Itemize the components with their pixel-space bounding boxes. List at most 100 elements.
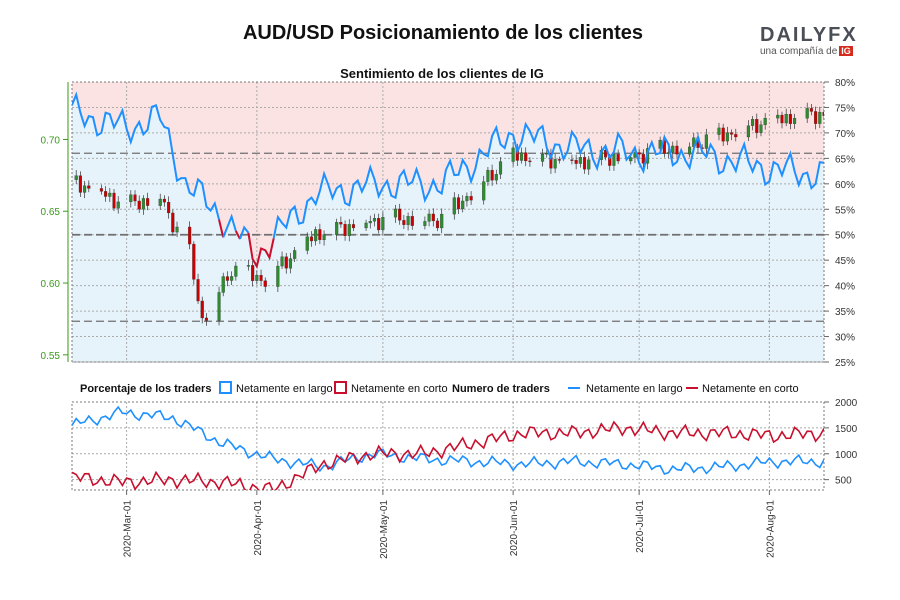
trader-count-lines [72, 405, 824, 490]
candle-body [347, 224, 351, 236]
pct-tick-label: 25% [835, 358, 855, 369]
sentiment-line-segment [272, 121, 824, 239]
candle-body [486, 169, 490, 182]
candle-body [112, 192, 116, 209]
x-tick-label: 2020-Jun-01 [509, 500, 520, 557]
brand-wordmark: DAILYFX [760, 24, 858, 46]
pct-tick-label: 75% [835, 103, 855, 114]
price-tick-label: 0.70 [41, 135, 61, 146]
candle-body [339, 222, 343, 225]
candle-body [246, 265, 250, 267]
candle-body [398, 208, 402, 221]
candle-body [637, 152, 641, 155]
candle-body [225, 276, 229, 281]
candle-body [351, 224, 356, 229]
count-axis-ticks: 500 1000 1500 2000 [824, 398, 858, 487]
candle-body [146, 198, 150, 206]
sentiment-axis-ticks: 25% 30% 35% 40% 45% 50% 55% 60% 65% 70% 75% 80% [824, 78, 855, 369]
candle-body [234, 265, 238, 277]
candle-body [755, 119, 759, 133]
candle-body [734, 134, 738, 138]
candle-body [814, 111, 818, 124]
price-tick-label: 0.65 [41, 207, 61, 218]
candle-body [721, 127, 725, 142]
candle-body [200, 300, 204, 319]
candle-body [528, 160, 532, 163]
candle-body [578, 157, 582, 164]
candle-body [381, 216, 385, 231]
candle-body [494, 174, 498, 181]
candle-body [603, 149, 608, 158]
candle-body [137, 200, 141, 210]
candle-body [717, 127, 721, 135]
candle-body [759, 124, 763, 133]
brand-tagline-text: una compañía de [760, 46, 838, 57]
candle-body [582, 157, 587, 170]
candle-body [688, 146, 692, 155]
candle-body [822, 111, 824, 116]
candle-body [490, 169, 494, 181]
candle-body [427, 213, 431, 222]
candle-body [368, 221, 372, 224]
candle-body [284, 256, 288, 269]
candle-body [410, 216, 414, 226]
candle-body [461, 200, 465, 210]
x-tick-label: 2020-May-01 [379, 500, 390, 559]
x-tick-label: 2020-Mar-01 [123, 500, 134, 558]
candle-body [230, 276, 234, 281]
legend-short-pct: Netamente en corto [351, 383, 448, 395]
sentiment-line-segment [234, 230, 241, 240]
lower-panel: 500 1000 1500 2000 [71, 398, 858, 491]
candle-body [629, 157, 633, 162]
candle-body [377, 218, 381, 231]
candle-body [322, 234, 326, 241]
pct-tick-label: 60% [835, 180, 855, 191]
pct-tick-label: 50% [835, 231, 855, 242]
legend-long-pct: Netamente en largo [236, 383, 333, 395]
count-tick-label: 500 [835, 476, 852, 487]
x-tick-label: 2020-Apr-01 [253, 500, 264, 556]
candle-body [255, 275, 259, 281]
legend: Porcentaje de los traders Netamente en l… [80, 381, 799, 395]
candle-body [587, 159, 591, 170]
legend-pct-title: Porcentaje de los traders [80, 383, 211, 395]
candle-body [553, 159, 557, 169]
candle-body [364, 222, 368, 229]
legend-long-count: Netamente en largo [586, 383, 683, 395]
x-tick-label: 2020-Jul-01 [635, 500, 646, 553]
candle-body [704, 134, 708, 149]
pct-tick-label: 40% [835, 282, 855, 293]
candle-body [343, 224, 347, 236]
candle-body [818, 111, 822, 124]
price-axis-ticks: 0.55 0.60 0.65 0.70 [41, 135, 68, 362]
candle-body [99, 188, 103, 192]
reference-lines [72, 152, 824, 322]
candle-body [204, 317, 208, 321]
candle-body [309, 236, 314, 242]
candle-body [74, 175, 78, 180]
pct-tick-label: 65% [835, 154, 855, 165]
candle-body [116, 201, 120, 209]
candle-body [511, 147, 515, 162]
candle-body [335, 222, 339, 235]
candle-body [784, 113, 788, 124]
candle-body [104, 191, 108, 197]
sentiment-line-segment [72, 91, 220, 220]
candle-body [158, 198, 162, 206]
candle-body [570, 159, 574, 161]
candle-body [524, 152, 528, 162]
pct-tick-label: 35% [835, 307, 855, 318]
price-tick-label: 0.55 [41, 351, 61, 362]
candle-body [730, 132, 734, 135]
candle-body [498, 161, 503, 175]
upper-panel-border [71, 81, 825, 363]
candle-body [435, 220, 440, 229]
upper-panel: 0.55 0.60 0.65 0.70 25% 30% 35% 40% 45% 50% 55% 60… [41, 78, 856, 369]
candle-body [465, 196, 469, 202]
candle-body [423, 221, 427, 226]
candle-body [431, 213, 435, 222]
brand-logo: DAILYFX una compañía de IG [760, 24, 870, 57]
candle-body [456, 197, 461, 210]
candle-body [129, 194, 133, 203]
